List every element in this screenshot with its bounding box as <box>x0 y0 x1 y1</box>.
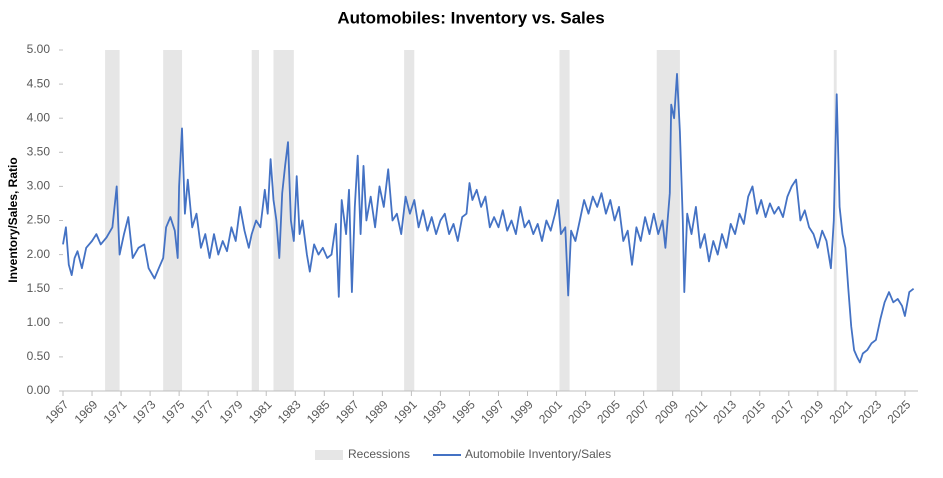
x-tick-label: 1983 <box>275 397 304 426</box>
recession-band <box>559 50 570 391</box>
x-tick-label: 2013 <box>710 397 739 426</box>
y-tick-label: 1.50 <box>27 281 51 295</box>
x-tick-label: 2019 <box>797 397 826 426</box>
x-tick-label: 1989 <box>362 397 391 426</box>
x-tick-label: 2007 <box>623 397 652 426</box>
x-tick-label: 1981 <box>246 397 275 426</box>
x-tick-label: 1977 <box>188 397 217 426</box>
x-tick-label: 2005 <box>594 397 623 426</box>
data-line <box>62 73 915 364</box>
y-tick-label: 1.00 <box>27 315 51 329</box>
x-tick-label: 1973 <box>130 397 159 426</box>
recession-band <box>404 50 415 391</box>
x-tick-label: 2021 <box>826 397 855 426</box>
x-tick-label: 2001 <box>536 397 565 426</box>
x-tick-label: 2003 <box>565 397 594 426</box>
x-tick-label: 1985 <box>304 397 333 426</box>
recession-band <box>273 50 294 391</box>
y-tick-label: 0.00 <box>27 383 51 397</box>
y-tick-label: 4.50 <box>27 76 51 90</box>
x-tick-label: 1991 <box>391 397 420 426</box>
x-tick-label: 1999 <box>507 397 536 426</box>
x-tick-label: 2017 <box>768 397 797 426</box>
y-tick-label: 3.50 <box>27 144 51 158</box>
x-tick-label: 1997 <box>478 397 507 426</box>
recession-band <box>833 50 837 391</box>
x-tick-label: 2025 <box>885 397 914 426</box>
legend-swatch <box>315 450 343 460</box>
y-tick-label: 2.50 <box>27 213 51 227</box>
y-tick-label: 2.00 <box>27 247 51 261</box>
y-tick-label: 5.00 <box>27 42 51 56</box>
x-tick-label: 1995 <box>449 397 478 426</box>
x-tick-label: 2023 <box>855 397 884 426</box>
legend-label: Recessions <box>348 447 410 461</box>
x-tick-label: 1969 <box>72 397 101 426</box>
x-tick-label: 2015 <box>739 397 768 426</box>
x-tick-label: 1971 <box>101 397 130 426</box>
legend-label: Automobile Inventory/Sales <box>465 447 611 461</box>
y-tick-label: 3.00 <box>27 179 51 193</box>
y-tick-label: 4.00 <box>27 110 51 124</box>
x-tick-label: 1993 <box>420 397 449 426</box>
y-tick-label: 0.50 <box>27 349 51 363</box>
x-tick-label: 1975 <box>159 397 188 426</box>
recession-band <box>163 50 183 391</box>
x-tick-label: 2011 <box>682 397 710 425</box>
x-tick-label: 1967 <box>43 397 72 426</box>
y-axis-label: Inventory/Sales, Ratio <box>6 157 20 282</box>
x-tick-label: 1979 <box>217 397 246 426</box>
x-tick-label: 1987 <box>333 397 362 426</box>
chart-title: Automobiles: Inventory vs. Sales <box>337 8 604 27</box>
x-tick-label: 2009 <box>652 397 681 426</box>
